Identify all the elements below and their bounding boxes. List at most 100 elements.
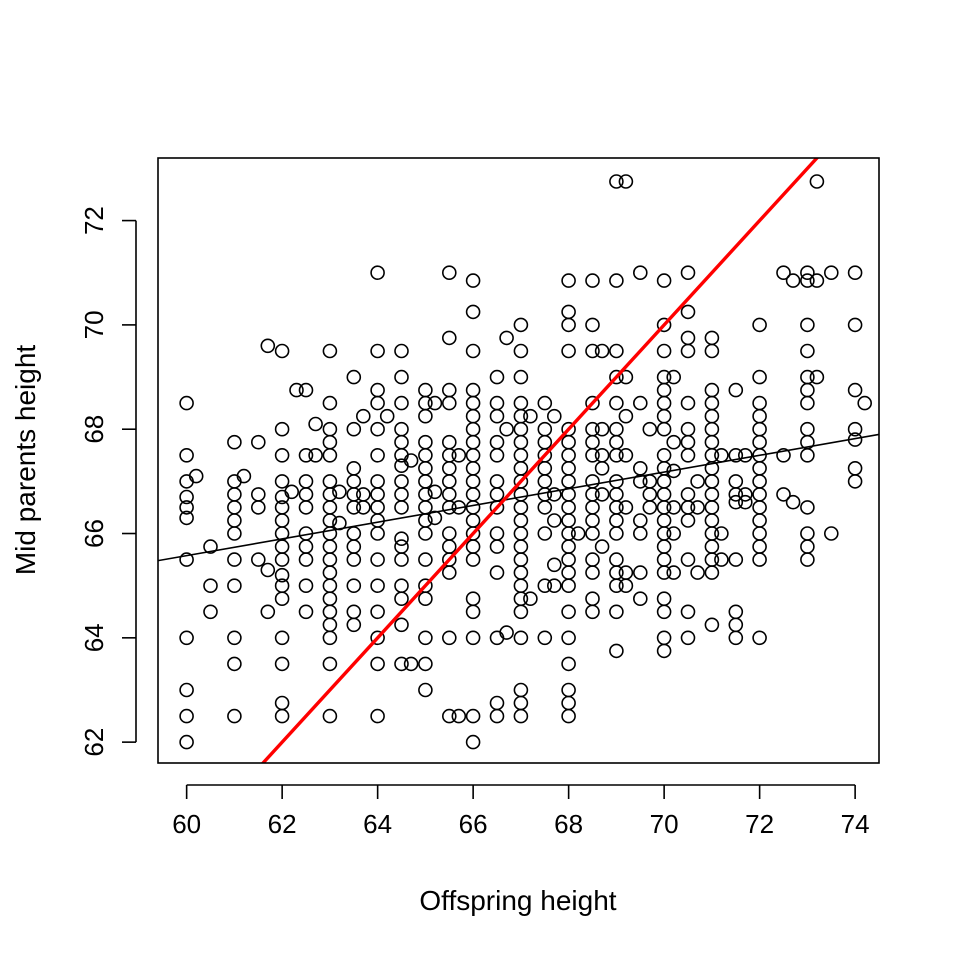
data-point (465, 421, 481, 437)
data-point (752, 395, 767, 411)
data-point (656, 447, 672, 463)
data-point (656, 591, 672, 607)
data-point (513, 604, 529, 620)
data-point (227, 552, 242, 567)
x-axis: 60 62 64 66 68 70 72 74 (172, 784, 870, 839)
data-point (322, 604, 338, 620)
data-point (752, 539, 767, 554)
data-point (704, 395, 720, 411)
data-point (714, 447, 729, 463)
data-point (346, 369, 362, 385)
data-point (441, 265, 457, 281)
data-point (752, 500, 767, 515)
data-point (370, 656, 385, 672)
data-point (642, 474, 658, 489)
data-point (656, 382, 672, 398)
data-point (403, 453, 419, 468)
data-point (418, 591, 433, 607)
data-point (752, 408, 767, 424)
regression-line (158, 433, 879, 562)
data-point (465, 447, 481, 463)
data-point (546, 578, 562, 594)
data-point (298, 447, 314, 463)
data-point (680, 487, 696, 502)
data-point (594, 539, 610, 554)
data-point (752, 460, 767, 476)
lines-layer (158, 158, 879, 763)
data-point (561, 656, 576, 672)
x-tick-label: 60 (172, 809, 201, 839)
data-point (561, 539, 576, 554)
data-point (298, 474, 314, 489)
data-point (680, 434, 696, 450)
data-point (465, 604, 481, 620)
data-point (298, 539, 314, 554)
data-point (489, 539, 505, 554)
data-point (298, 604, 314, 620)
x-tick-label: 62 (268, 809, 297, 839)
data-point (680, 265, 696, 281)
data-point (322, 565, 338, 580)
data-point (394, 552, 409, 567)
data-point (394, 421, 409, 437)
data-point (609, 552, 624, 567)
x-tick-label: 72 (745, 809, 774, 839)
data-point (322, 447, 338, 463)
data-point (585, 526, 600, 541)
data-point (594, 460, 610, 476)
data-point (370, 487, 385, 502)
data-point (704, 382, 720, 398)
data-point (513, 369, 529, 385)
data-point (609, 604, 624, 620)
data-point (513, 447, 529, 463)
data-point (546, 557, 562, 573)
data-point (561, 630, 576, 646)
data-point (465, 591, 481, 607)
data-point (179, 500, 194, 515)
data-point (274, 708, 290, 724)
data-point (298, 552, 314, 567)
data-point (322, 617, 338, 633)
data-point (489, 395, 505, 411)
data-point (203, 539, 218, 554)
data-point (513, 578, 529, 594)
data-point (418, 460, 433, 476)
data-point (394, 369, 409, 385)
data-point (800, 552, 815, 567)
data-point (537, 460, 553, 476)
data-point (656, 395, 672, 411)
data-point (642, 421, 658, 437)
data-point (561, 500, 576, 515)
data-point (656, 552, 672, 567)
data-point (656, 317, 672, 333)
data-point (394, 617, 409, 633)
data-point (227, 578, 242, 594)
data-point (346, 421, 362, 437)
data-point (561, 474, 576, 489)
data-point (800, 265, 815, 281)
data-point (427, 484, 443, 500)
data-point (203, 578, 218, 594)
data-point (308, 416, 323, 432)
data-point (179, 489, 194, 505)
data-point (274, 656, 290, 672)
data-point (188, 468, 204, 484)
data-point (680, 343, 696, 359)
data-point (355, 500, 371, 515)
data-point (523, 591, 538, 607)
points-layer (179, 174, 873, 750)
data-point (537, 395, 553, 411)
data-point (489, 565, 505, 580)
data-point (227, 513, 242, 528)
data-point (394, 591, 409, 607)
data-point (680, 552, 696, 567)
data-point (250, 487, 266, 502)
data-point (394, 395, 409, 411)
data-point (704, 434, 720, 450)
data-point (370, 604, 385, 620)
data-point (728, 630, 744, 646)
data-point (800, 539, 815, 554)
data-point (728, 552, 744, 567)
data-point (418, 408, 433, 424)
data-point (322, 434, 338, 450)
